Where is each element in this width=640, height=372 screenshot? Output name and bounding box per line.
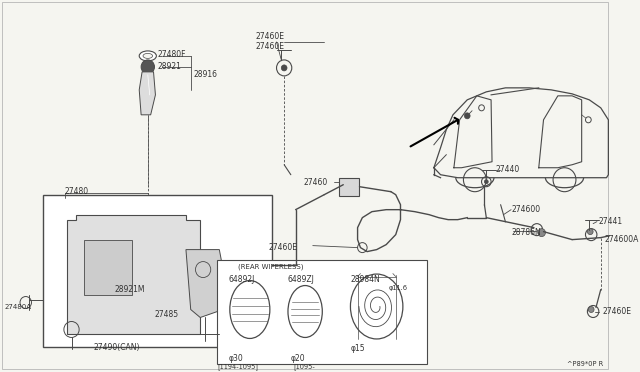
Text: 6489ZJ: 6489ZJ	[288, 275, 315, 283]
Text: φ20: φ20	[291, 355, 305, 363]
Circle shape	[141, 60, 154, 74]
Text: 27490(CAN): 27490(CAN)	[93, 343, 140, 352]
Text: 27485: 27485	[154, 310, 179, 318]
Bar	[84, 240, 132, 295]
Text: 28916: 28916	[193, 70, 218, 79]
Circle shape	[484, 180, 488, 184]
Text: 27460: 27460	[303, 178, 328, 187]
Text: [1194-1095]: [1194-1095]	[218, 363, 259, 370]
Circle shape	[282, 65, 287, 71]
Circle shape	[588, 307, 594, 312]
Ellipse shape	[140, 51, 156, 61]
Text: 28984N: 28984N	[351, 275, 381, 283]
Circle shape	[465, 113, 470, 119]
Text: 274600: 274600	[511, 205, 540, 214]
Bar	[339, 178, 360, 196]
Text: 27480F: 27480F	[157, 50, 186, 59]
Text: 27460E: 27460E	[603, 307, 632, 316]
Ellipse shape	[230, 280, 270, 339]
Ellipse shape	[351, 274, 403, 339]
Text: 28921M: 28921M	[115, 285, 145, 294]
Text: 27480: 27480	[65, 187, 89, 196]
Text: 27460E: 27460E	[269, 243, 298, 251]
Text: 27480A: 27480A	[4, 304, 32, 310]
Text: 27460E: 27460E	[255, 32, 285, 41]
Text: 64892J: 64892J	[229, 275, 255, 283]
Bar	[43, 195, 272, 347]
Text: φ15: φ15	[351, 344, 365, 353]
Text: 27460E: 27460E	[255, 42, 285, 51]
Text: ^P89*0P R: ^P89*0P R	[568, 362, 604, 368]
Ellipse shape	[143, 54, 152, 58]
Polygon shape	[140, 72, 156, 115]
Polygon shape	[186, 250, 221, 317]
Text: 28921: 28921	[157, 62, 181, 71]
Text: φ11.6: φ11.6	[389, 285, 408, 291]
Text: 274600A: 274600A	[605, 235, 639, 244]
Circle shape	[538, 229, 545, 237]
Text: φ30: φ30	[229, 355, 244, 363]
Text: 27441: 27441	[599, 217, 623, 226]
Text: 27440: 27440	[496, 165, 520, 174]
Text: 28786N: 28786N	[511, 228, 541, 237]
Ellipse shape	[288, 286, 323, 337]
Text: (REAR WIPERLESS): (REAR WIPERLESS)	[238, 264, 303, 270]
Text: [1095-: [1095-	[294, 363, 316, 370]
Polygon shape	[67, 215, 200, 334]
Circle shape	[588, 229, 593, 235]
Bar	[218, 260, 427, 365]
